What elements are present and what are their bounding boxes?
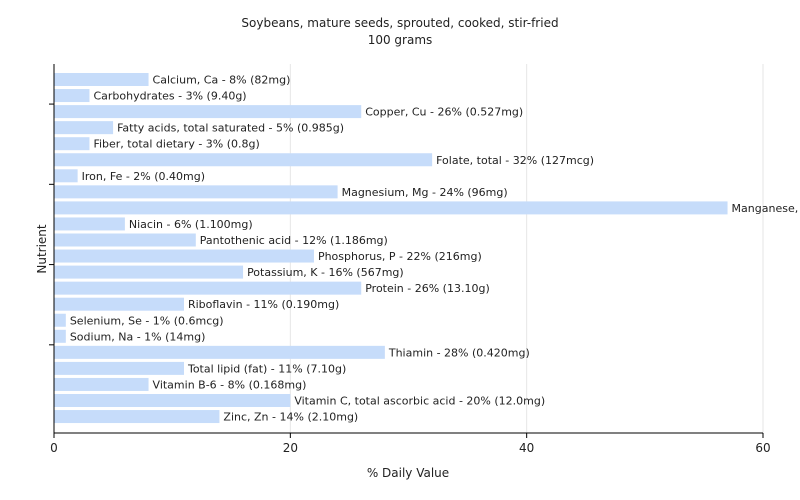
bar-label: Selenium, Se - 1% (0.6mcg) xyxy=(70,314,224,327)
bar-label: Zinc, Zn - 14% (2.10mg) xyxy=(223,411,358,424)
bar-label: Magnesium, Mg - 24% (96mg) xyxy=(342,186,508,199)
bar xyxy=(54,297,184,311)
bar-label: Copper, Cu - 26% (0.527mg) xyxy=(365,106,523,119)
x-tick-label: 0 xyxy=(50,441,58,455)
bar-label: Vitamin B-6 - 8% (0.168mg) xyxy=(153,378,307,391)
bar-label: Folate, total - 32% (127mcg) xyxy=(436,154,594,167)
bar xyxy=(54,394,291,407)
bar xyxy=(54,377,149,391)
bar-label: Thiamin - 28% (0.420mg) xyxy=(388,346,530,359)
bar xyxy=(54,169,78,183)
bar xyxy=(54,185,338,199)
chart-subtitle: 100 grams xyxy=(368,33,433,47)
bar xyxy=(54,281,362,295)
bar xyxy=(54,329,66,343)
bar-label: Total lipid (fat) - 11% (7.10g) xyxy=(187,362,346,375)
bar-label: Potassium, K - 16% (567mg) xyxy=(247,266,404,279)
y-axis-title: Nutrient xyxy=(35,224,49,274)
bar-label: Vitamin C, total ascorbic acid - 20% (12… xyxy=(294,395,545,408)
bar-label: Fiber, total dietary - 3% (0.8g) xyxy=(93,138,259,151)
x-tick-label: 40 xyxy=(519,441,534,455)
bar xyxy=(54,137,90,151)
bar-label: Phosphorus, P - 22% (216mg) xyxy=(318,250,482,263)
bar xyxy=(54,249,314,263)
bar xyxy=(54,410,220,424)
bar xyxy=(54,217,125,231)
x-axis-title: % Daily Value xyxy=(367,466,449,480)
bar xyxy=(54,201,728,215)
bar-label: Calcium, Ca - 8% (82mg) xyxy=(153,74,291,87)
bar xyxy=(54,265,244,279)
bar xyxy=(54,105,362,119)
bar-label: Fatty acids, total saturated - 5% (0.985… xyxy=(117,122,344,135)
bar xyxy=(54,153,433,167)
bar xyxy=(54,89,90,103)
bar-label: Carbohydrates - 3% (9.40g) xyxy=(93,90,246,103)
x-tick-label: 20 xyxy=(283,441,298,455)
bars: Calcium, Ca - 8% (82mg) Carbohydrates - 3… xyxy=(54,73,800,424)
bar xyxy=(54,233,196,247)
bar xyxy=(54,313,66,327)
bar-label: Iron, Fe - 2% (0.40mg) xyxy=(82,170,205,183)
x-tick-label: 60 xyxy=(755,441,770,455)
bar xyxy=(54,121,114,135)
bar-label: Manganese, Mn - 57% (1.133mg) xyxy=(732,202,800,215)
bar xyxy=(54,73,149,86)
bar-label: Riboflavin - 11% (0.190mg) xyxy=(188,298,339,311)
bar-label: Protein - 26% (13.10g) xyxy=(365,282,490,295)
axes: 0 20 40 60 xyxy=(49,64,771,455)
bar-label: Niacin - 6% (1.100mg) xyxy=(129,218,253,231)
bar-label: Sodium, Na - 1% (14mg) xyxy=(70,330,206,343)
bar-label: Pantothenic acid - 12% (1.186mg) xyxy=(200,234,388,247)
bar xyxy=(54,361,184,375)
bar xyxy=(54,345,385,359)
chart-title: Soybeans, mature seeds, sprouted, cooked… xyxy=(241,16,558,30)
